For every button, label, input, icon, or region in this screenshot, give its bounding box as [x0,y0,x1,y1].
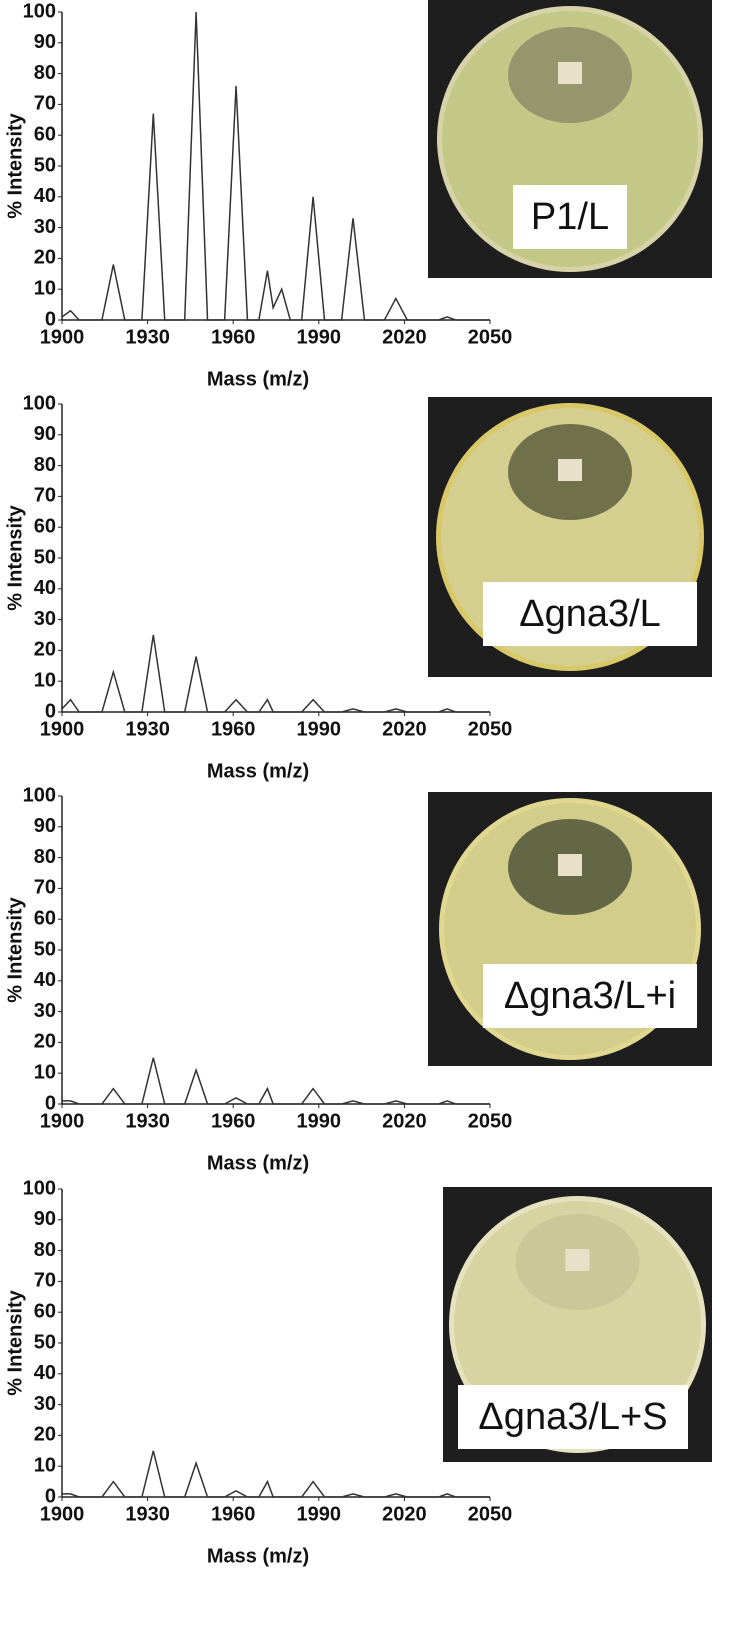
x-tick-label: 1990 [297,326,342,348]
y-axis-label: % Intensity [4,112,26,218]
x-tick-label: 1990 [297,718,342,740]
y-tick-label: 0 [45,1485,56,1507]
y-tick-label: 10 [34,1454,56,1476]
y-tick-label: 40 [34,577,56,599]
y-tick-label: 10 [34,669,56,691]
y-axis-label: % Intensity [4,1289,26,1395]
x-tick-label: 1990 [297,1503,342,1525]
x-tick-label: 1900 [40,718,85,740]
y-tick-label: 100 [23,784,56,806]
y-tick-label: 80 [34,846,56,868]
y-tick-label: 90 [34,1208,56,1230]
y-tick-label: 80 [34,454,56,476]
x-axis-label: Mass (m/z) [207,1545,309,1567]
y-tick-label: 60 [34,123,56,145]
x-tick-label: 1900 [40,1503,85,1525]
y-tick-label: 90 [34,31,56,53]
x-tick-label: 2020 [382,1110,427,1132]
y-tick-label: 40 [34,185,56,207]
y-axis-label: % Intensity [4,896,26,1002]
label-box [483,964,697,1028]
label-box [513,185,627,249]
y-tick-label: 0 [45,1092,56,1114]
x-tick-label: 1930 [125,326,170,348]
label-box [458,1385,688,1449]
y-axis-label: % Intensity [4,504,26,610]
y-tick-label: 0 [45,700,56,722]
y-tick-label: 10 [34,1061,56,1083]
y-tick-label: 20 [34,1031,56,1053]
y-tick-label: 100 [23,0,56,22]
y-tick-label: 60 [34,1300,56,1322]
x-tick-label: 2020 [382,718,427,740]
label-box [483,582,697,646]
y-tick-label: 60 [34,515,56,537]
y-tick-label: 30 [34,608,56,630]
x-tick-label: 1930 [125,718,170,740]
x-tick-label: 1930 [125,1503,170,1525]
y-tick-label: 70 [34,485,56,507]
y-tick-label: 50 [34,154,56,176]
x-tick-label: 1990 [297,1110,342,1132]
y-tick-label: 50 [34,1331,56,1353]
y-tick-label: 40 [34,969,56,991]
y-tick-label: 80 [34,62,56,84]
y-tick-label: 60 [34,907,56,929]
petri-dish [442,11,698,267]
y-tick-label: 100 [23,392,56,414]
plug [565,1249,590,1271]
plug [558,854,582,876]
y-tick-label: 30 [34,216,56,238]
plate-label: Δgna3/L+S [478,1396,667,1438]
y-tick-label: 90 [34,423,56,445]
y-tick-label: 20 [34,247,56,269]
y-tick-label: 30 [34,1000,56,1022]
x-tick-label: 1960 [211,1503,256,1525]
spectrum-line [62,1450,490,1498]
spectrum-line [61,11,490,321]
spectrum-line [61,634,490,713]
y-tick-label: 30 [34,1393,56,1415]
y-tick-label: 50 [34,938,56,960]
x-axis-label: Mass (m/z) [207,368,309,390]
x-tick-label: 2050 [468,1110,513,1132]
plate-label: P1/L [531,196,609,238]
x-tick-label: 2050 [468,718,513,740]
y-tick-label: 70 [34,93,56,115]
spectrum-line [62,1057,490,1105]
x-tick-label: 1960 [211,326,256,348]
x-axis-label: Mass (m/z) [207,1152,309,1174]
y-tick-label: 100 [23,1177,56,1199]
plug [558,459,582,481]
y-tick-label: 20 [34,1424,56,1446]
x-tick-label: 2020 [382,1503,427,1525]
plate-label: Δgna3/L [519,593,661,635]
plug [558,62,582,84]
x-tick-label: 1960 [211,1110,256,1132]
y-tick-label: 40 [34,1362,56,1384]
x-tick-label: 1960 [211,718,256,740]
x-tick-label: 1930 [125,1110,170,1132]
y-tick-label: 20 [34,639,56,661]
x-tick-label: 2020 [382,326,427,348]
y-tick-label: 10 [34,277,56,299]
x-tick-label: 1900 [40,326,85,348]
y-tick-label: 0 [45,308,56,330]
y-tick-label: 90 [34,815,56,837]
x-tick-label: 2050 [468,1503,513,1525]
y-tick-label: 80 [34,1239,56,1261]
plate-label: Δgna3/L+i [504,975,676,1017]
x-axis-label: Mass (m/z) [207,760,309,782]
y-tick-label: 70 [34,1270,56,1292]
y-tick-label: 70 [34,877,56,899]
y-tick-label: 50 [34,546,56,568]
x-tick-label: 2050 [468,326,513,348]
x-tick-label: 1900 [40,1110,85,1132]
